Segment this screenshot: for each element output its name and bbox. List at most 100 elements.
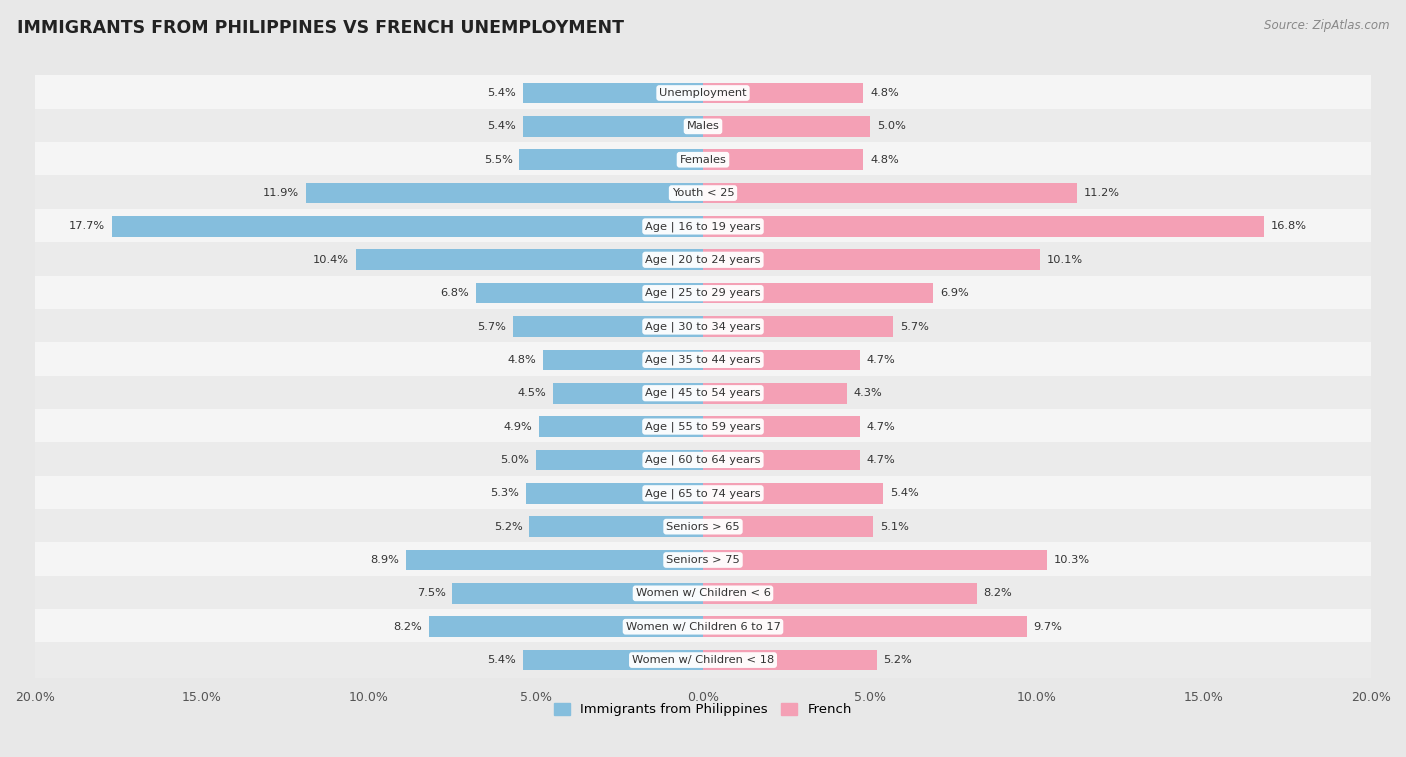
Bar <box>35 342 1371 378</box>
Bar <box>703 583 977 603</box>
Text: Youth < 25: Youth < 25 <box>672 188 734 198</box>
Bar <box>513 316 703 337</box>
Bar <box>523 116 703 137</box>
Bar <box>35 142 1371 177</box>
Text: Age | 45 to 54 years: Age | 45 to 54 years <box>645 388 761 398</box>
Bar <box>703 483 883 503</box>
Text: 4.7%: 4.7% <box>866 355 896 365</box>
Text: 11.9%: 11.9% <box>263 188 299 198</box>
Text: 5.4%: 5.4% <box>488 88 516 98</box>
Text: 6.8%: 6.8% <box>440 288 470 298</box>
Text: Age | 35 to 44 years: Age | 35 to 44 years <box>645 354 761 365</box>
Bar <box>703 250 1040 270</box>
Bar <box>703 550 1047 570</box>
Bar <box>703 149 863 170</box>
Text: 5.4%: 5.4% <box>890 488 918 498</box>
Text: 10.4%: 10.4% <box>314 255 349 265</box>
Text: Source: ZipAtlas.com: Source: ZipAtlas.com <box>1264 19 1389 32</box>
Bar <box>553 383 703 403</box>
Text: 5.0%: 5.0% <box>877 121 905 132</box>
Text: 5.7%: 5.7% <box>477 322 506 332</box>
Bar <box>703 283 934 304</box>
Bar <box>703 383 846 403</box>
Text: 10.3%: 10.3% <box>1053 555 1090 565</box>
Bar <box>356 250 703 270</box>
Bar <box>523 650 703 671</box>
Text: 5.2%: 5.2% <box>883 655 912 665</box>
Text: 5.2%: 5.2% <box>494 522 523 531</box>
Bar <box>540 416 703 437</box>
Bar <box>529 516 703 537</box>
Text: Age | 65 to 74 years: Age | 65 to 74 years <box>645 488 761 499</box>
Bar <box>305 182 703 204</box>
Bar <box>35 576 1371 611</box>
Text: IMMIGRANTS FROM PHILIPPINES VS FRENCH UNEMPLOYMENT: IMMIGRANTS FROM PHILIPPINES VS FRENCH UN… <box>17 19 624 37</box>
Text: 9.7%: 9.7% <box>1033 621 1063 631</box>
Text: 16.8%: 16.8% <box>1271 222 1306 232</box>
Bar <box>526 483 703 503</box>
Text: Age | 55 to 59 years: Age | 55 to 59 years <box>645 422 761 431</box>
Bar <box>35 109 1371 144</box>
Text: 4.8%: 4.8% <box>870 88 898 98</box>
Bar <box>703 416 860 437</box>
Bar <box>35 442 1371 478</box>
Bar <box>35 209 1371 244</box>
Text: Women w/ Children < 6: Women w/ Children < 6 <box>636 588 770 598</box>
Text: 4.5%: 4.5% <box>517 388 546 398</box>
Bar <box>429 616 703 637</box>
Bar <box>453 583 703 603</box>
Bar <box>703 316 893 337</box>
Text: 11.2%: 11.2% <box>1084 188 1119 198</box>
Bar <box>35 409 1371 444</box>
Bar <box>536 450 703 470</box>
Text: 10.1%: 10.1% <box>1047 255 1083 265</box>
Bar <box>519 149 703 170</box>
Text: Women w/ Children 6 to 17: Women w/ Children 6 to 17 <box>626 621 780 631</box>
Bar <box>703 350 860 370</box>
Bar <box>111 216 703 237</box>
Bar <box>703 216 1264 237</box>
Bar <box>35 475 1371 511</box>
Text: Women w/ Children < 18: Women w/ Children < 18 <box>631 655 775 665</box>
Bar <box>703 616 1026 637</box>
Bar <box>703 182 1077 204</box>
Text: Age | 25 to 29 years: Age | 25 to 29 years <box>645 288 761 298</box>
Text: Age | 30 to 34 years: Age | 30 to 34 years <box>645 321 761 332</box>
Bar <box>703 450 860 470</box>
Text: 17.7%: 17.7% <box>69 222 105 232</box>
Bar <box>35 76 1371 111</box>
Bar <box>703 650 877 671</box>
Text: 4.8%: 4.8% <box>508 355 536 365</box>
Text: 5.7%: 5.7% <box>900 322 929 332</box>
Bar <box>703 83 863 104</box>
Text: Males: Males <box>686 121 720 132</box>
Text: 5.4%: 5.4% <box>488 655 516 665</box>
Bar <box>703 116 870 137</box>
Bar <box>703 516 873 537</box>
Bar <box>35 643 1371 678</box>
Text: 8.2%: 8.2% <box>394 621 422 631</box>
Text: Age | 16 to 19 years: Age | 16 to 19 years <box>645 221 761 232</box>
Text: Age | 60 to 64 years: Age | 60 to 64 years <box>645 455 761 466</box>
Bar <box>35 309 1371 344</box>
Text: 4.8%: 4.8% <box>870 154 898 165</box>
Text: 5.3%: 5.3% <box>491 488 519 498</box>
Text: Seniors > 75: Seniors > 75 <box>666 555 740 565</box>
Text: 4.7%: 4.7% <box>866 455 896 465</box>
Bar <box>35 276 1371 310</box>
Text: 8.2%: 8.2% <box>984 588 1012 598</box>
Bar <box>523 83 703 104</box>
Text: 5.1%: 5.1% <box>880 522 908 531</box>
Text: 5.4%: 5.4% <box>488 121 516 132</box>
Legend: Immigrants from Philippines, French: Immigrants from Philippines, French <box>548 698 858 721</box>
Bar <box>475 283 703 304</box>
Bar <box>35 242 1371 277</box>
Text: Unemployment: Unemployment <box>659 88 747 98</box>
Text: 4.9%: 4.9% <box>503 422 533 431</box>
Bar <box>35 375 1371 411</box>
Text: Age | 20 to 24 years: Age | 20 to 24 years <box>645 254 761 265</box>
Text: 5.5%: 5.5% <box>484 154 513 165</box>
Text: Seniors > 65: Seniors > 65 <box>666 522 740 531</box>
Text: 7.5%: 7.5% <box>418 588 446 598</box>
Text: Females: Females <box>679 154 727 165</box>
